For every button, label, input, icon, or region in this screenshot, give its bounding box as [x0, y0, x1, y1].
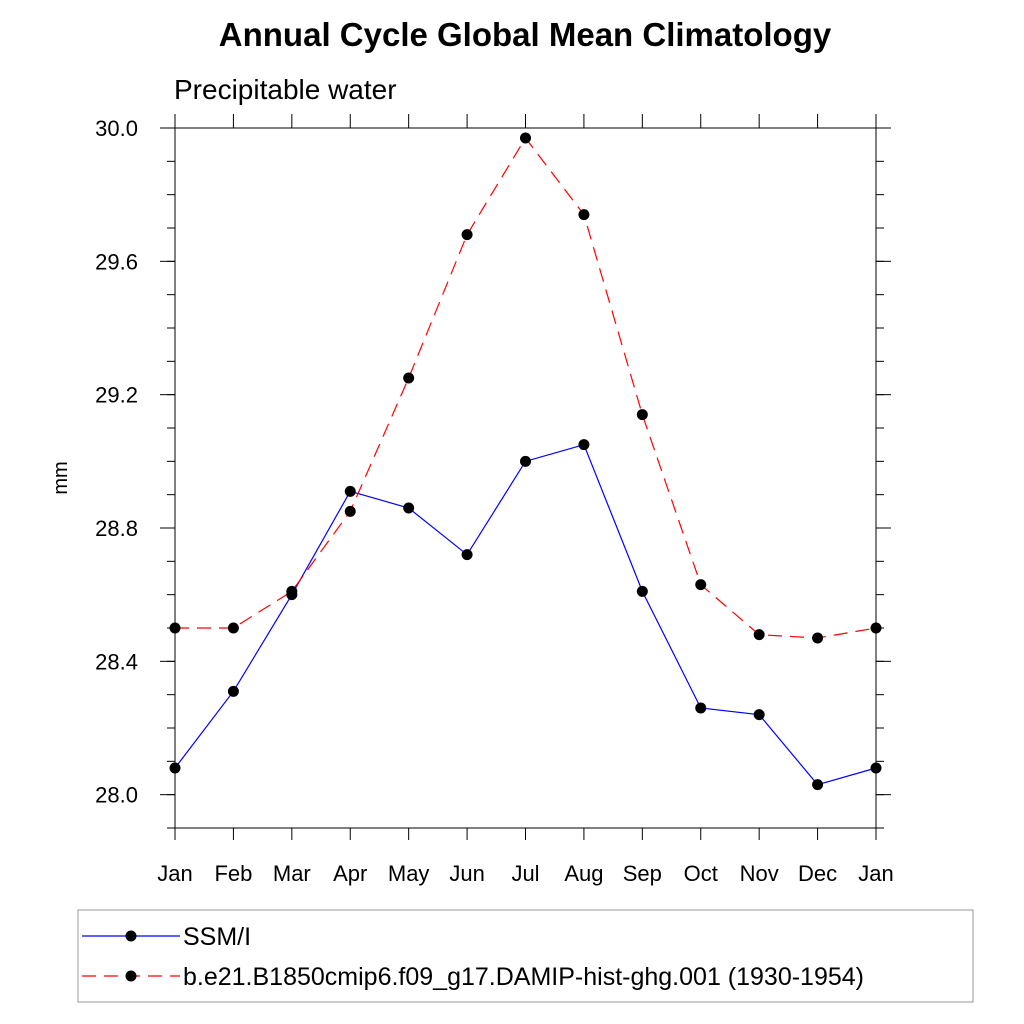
data-point [461, 549, 473, 561]
x-tick-label: Jun [449, 861, 484, 886]
data-point [812, 632, 824, 644]
y-tick-label: 28.8 [95, 516, 138, 541]
chart-subtitle: Precipitable water [174, 74, 397, 105]
x-tick-label: Jan [157, 861, 192, 886]
data-point [461, 229, 473, 241]
data-point [753, 709, 765, 721]
axis-ticks [160, 114, 891, 840]
series-markers [169, 132, 882, 791]
x-tick-label: Aug [564, 861, 603, 886]
data-point [520, 132, 531, 144]
data-point [812, 779, 824, 791]
x-tick-label: Oct [684, 861, 718, 886]
data-point [403, 502, 415, 514]
legend-marker [125, 930, 137, 942]
data-point [636, 585, 648, 597]
x-tick-label: Apr [333, 861, 367, 886]
data-point [344, 505, 356, 517]
data-point [753, 629, 765, 641]
data-point [870, 762, 882, 774]
legend-marker [125, 970, 137, 982]
data-point [636, 409, 648, 421]
data-point [578, 209, 590, 221]
chart-title: Annual Cycle Global Mean Climatology [219, 16, 832, 53]
data-point [169, 622, 181, 634]
series-line-0 [174, 443, 877, 786]
data-point [169, 762, 181, 774]
data-point [344, 485, 356, 497]
x-tick-label: Dec [798, 861, 837, 886]
plot-frame [174, 127, 877, 829]
y-tick-label: 29.6 [95, 249, 138, 274]
y-tick-label: 30.0 [95, 116, 138, 141]
data-point [520, 455, 531, 467]
x-tick-label: Mar [273, 861, 311, 886]
data-point [286, 585, 298, 597]
data-point [695, 579, 707, 591]
y-tick-label: 28.4 [95, 649, 138, 674]
data-point [227, 685, 239, 697]
y-axis-label: mm [50, 461, 72, 494]
data-point [870, 622, 882, 634]
y-tick-labels: 28.0 28.4 28.8 29.2 29.6 30.0 [95, 116, 138, 808]
data-point [403, 372, 415, 384]
x-tick-label: Nov [740, 861, 779, 886]
legend-label-0: SSM/I [183, 923, 251, 951]
x-tick-label: May [388, 861, 430, 886]
legend-box [77, 909, 974, 1003]
x-tick-label: Feb [214, 861, 252, 886]
x-tick-label: Jan [858, 861, 893, 886]
x-tick-labels: Jan Feb Mar Apr May Jun Jul Aug Sep Oct Nov Dec Jan [157, 861, 893, 886]
y-tick-label: 29.2 [95, 383, 138, 408]
series-line-1 [175, 136, 877, 639]
x-tick-label: Jul [511, 861, 539, 886]
legend-label-1: b.e21.B1850cmip6.f09_g17.DAMIP-hist-ghg.… [183, 963, 864, 991]
legend: SSM/I b.e21.B1850cmip6.f09_g17.DAMIP-hist… [82, 923, 864, 991]
x-tick-label: Sep [623, 861, 662, 886]
data-point [578, 439, 590, 451]
data-point [695, 702, 707, 714]
y-tick-label: 28.0 [95, 783, 138, 808]
data-point [227, 622, 239, 634]
